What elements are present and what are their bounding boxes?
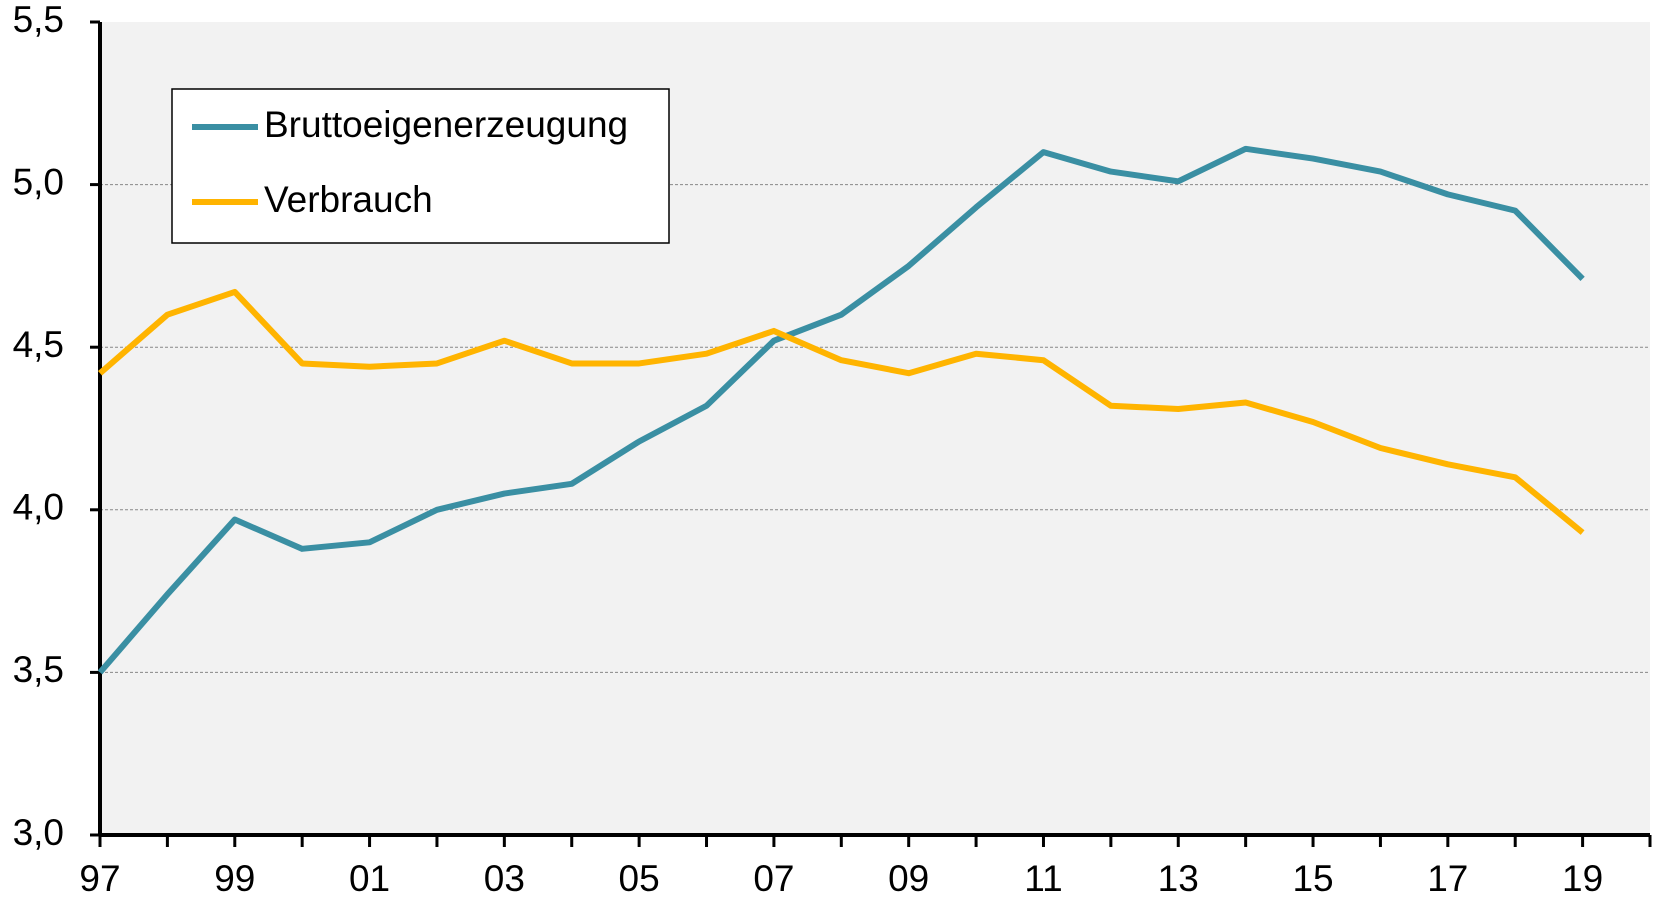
x-tick-label: 13 xyxy=(1158,858,1199,899)
x-tick-label: 09 xyxy=(888,858,929,899)
x-tick-label: 05 xyxy=(619,858,660,899)
legend-label: Bruttoeigenerzeugung xyxy=(264,104,628,145)
x-tick-label: 99 xyxy=(214,858,255,899)
x-tick-label: 15 xyxy=(1292,858,1333,899)
legend-box xyxy=(171,88,670,244)
x-tick-label: 07 xyxy=(753,858,794,899)
legend-label: Verbrauch xyxy=(264,179,433,220)
series-line xyxy=(97,145,1585,675)
x-tick-label: 11 xyxy=(1024,858,1062,899)
y-tick-label: 4,5 xyxy=(13,324,64,365)
y-tick-label: 5,5 xyxy=(13,0,64,40)
y-tick-label: 3,0 xyxy=(13,812,64,853)
y-tick-label: 3,5 xyxy=(13,649,64,690)
x-tick-label: 03 xyxy=(484,858,525,899)
x-tick-label: 17 xyxy=(1427,858,1468,899)
x-tick-label: 97 xyxy=(79,858,120,899)
y-tick-label: 5,0 xyxy=(13,161,64,202)
x-tick-label: 19 xyxy=(1562,858,1603,899)
y-tick-label: 4,0 xyxy=(13,487,64,528)
series-line xyxy=(98,288,1585,535)
x-tick-label: 01 xyxy=(349,858,390,899)
